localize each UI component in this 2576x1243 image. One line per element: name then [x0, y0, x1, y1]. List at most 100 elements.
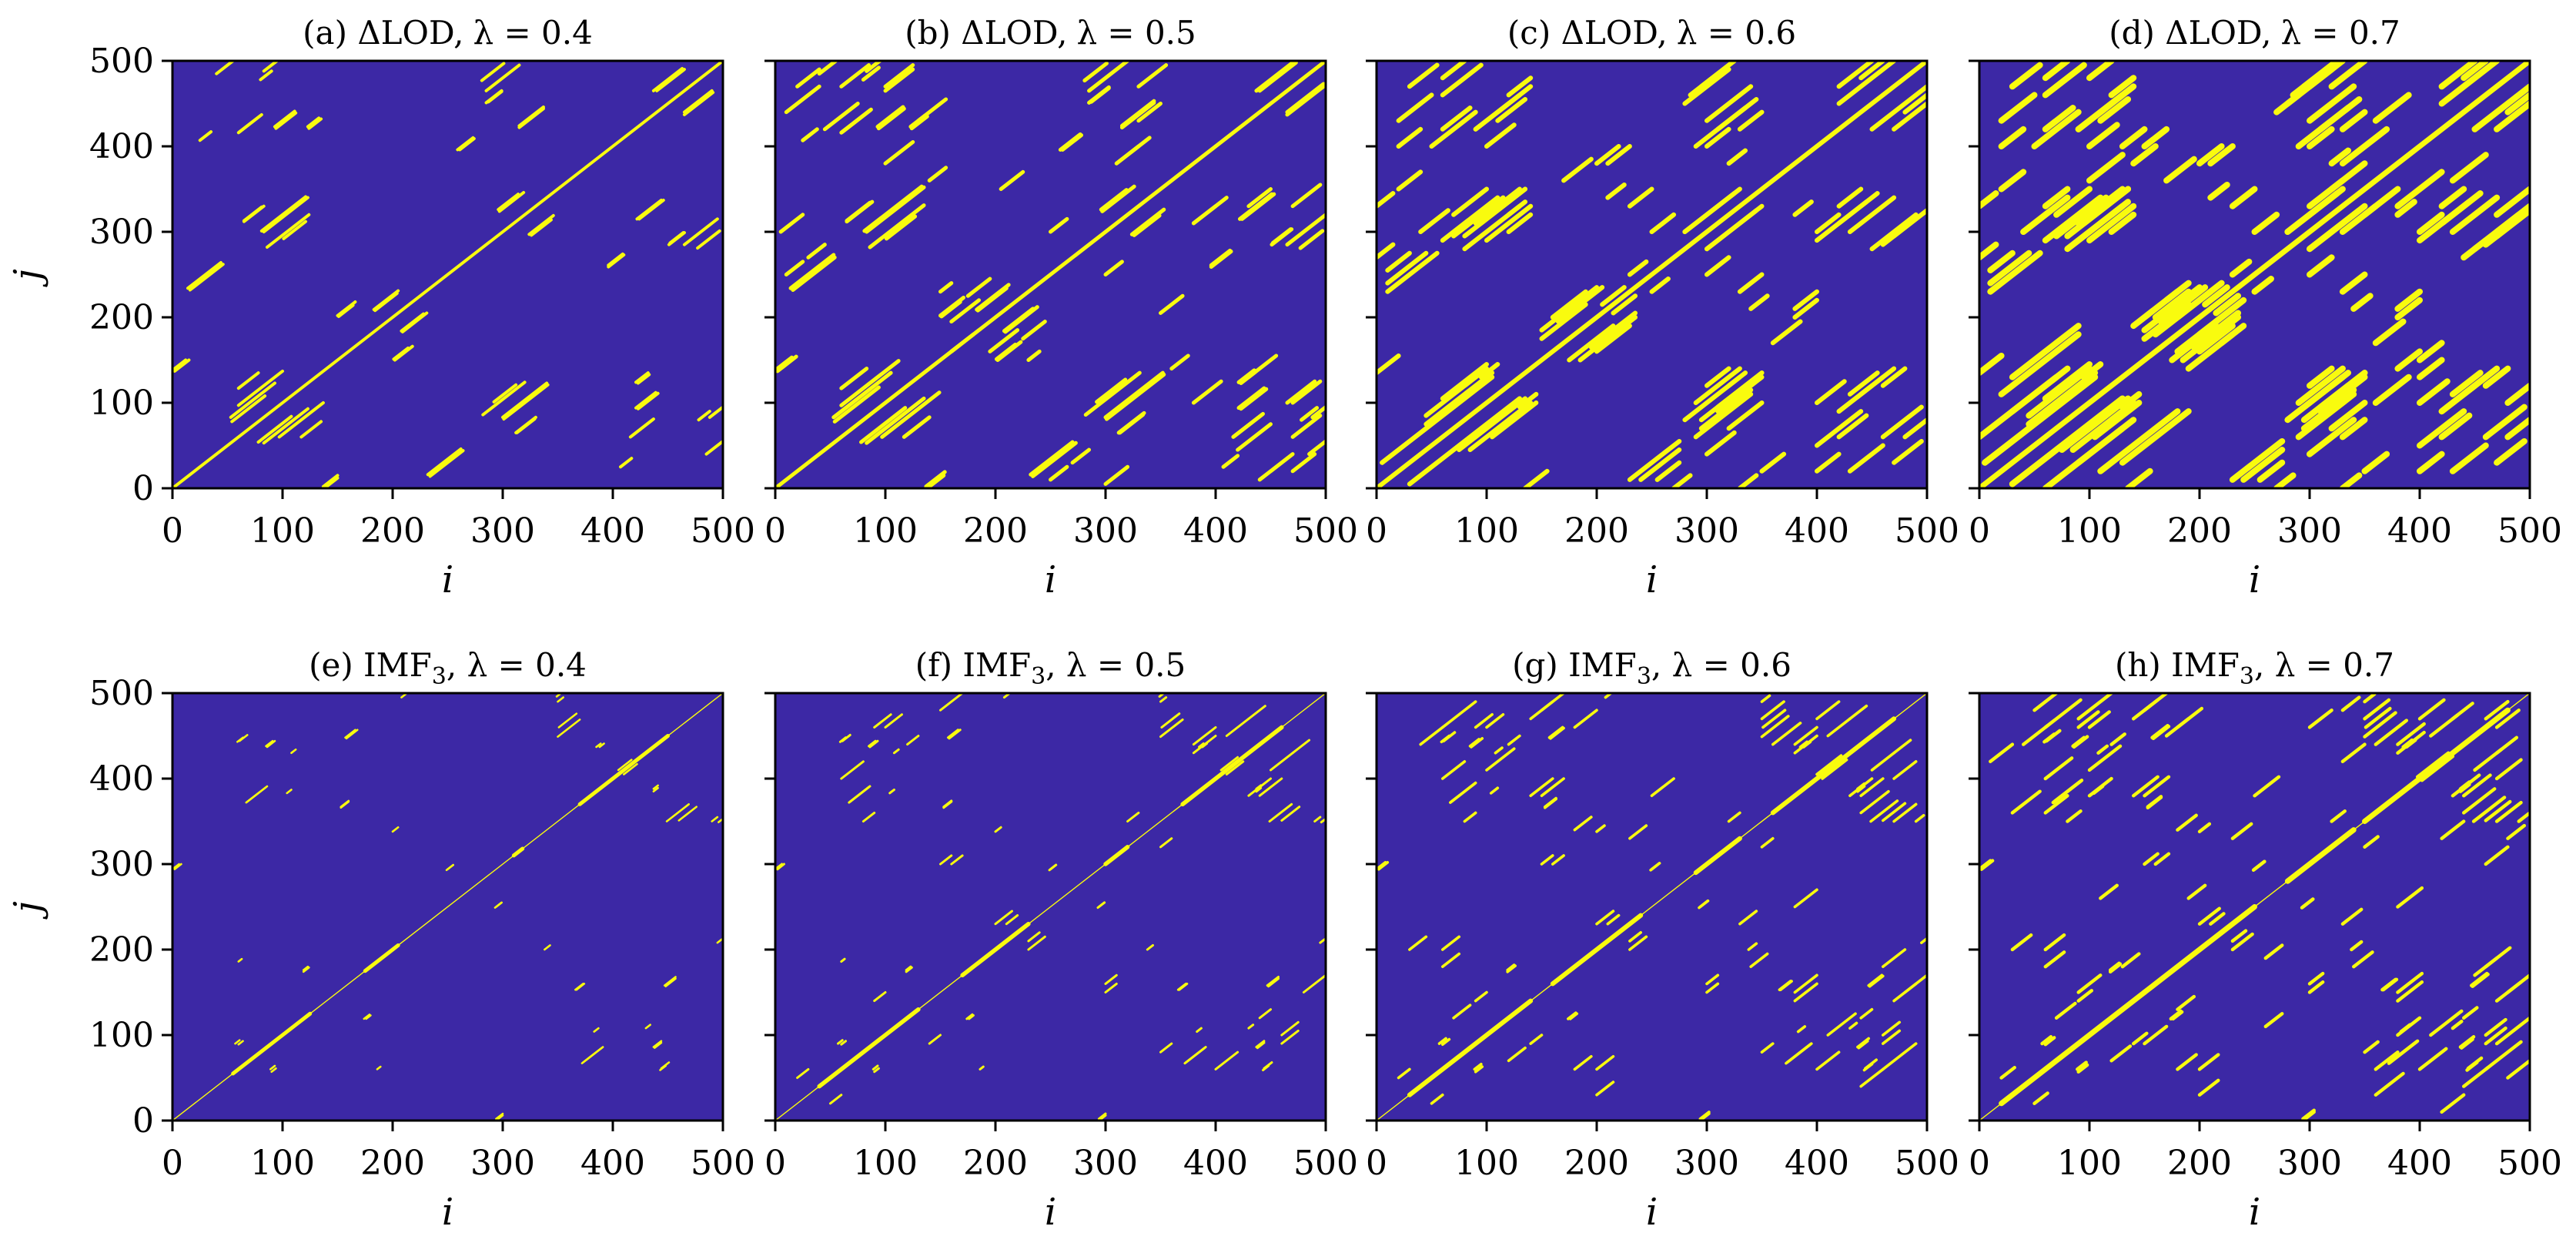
recurrence-segment [2230, 929, 2248, 943]
recurrence-segment [2506, 1059, 2530, 1080]
recurrence-segment [1451, 195, 1506, 239]
recurrence-segment [2460, 1037, 2474, 1050]
recurrence-segment [1726, 370, 1748, 388]
recurrence-segment [1600, 285, 1627, 307]
recurrence-segment [2363, 693, 2377, 704]
recurrence-segment [1785, 1042, 1813, 1064]
recurrence-segment [2086, 61, 2115, 82]
recurrence-segment [1257, 61, 1298, 93]
recurrence-segment [2396, 971, 2424, 994]
recurrence-segment [1103, 260, 1124, 276]
recurrence-segment [2054, 1001, 2077, 1020]
diagonal-thick-segment [1693, 836, 1742, 876]
recurrence-segment [575, 983, 586, 991]
recurrence-segment [1902, 417, 1927, 440]
recurrence-segment [1595, 824, 1606, 833]
recurrence-segment [1221, 454, 1240, 469]
recurrence-segment [2109, 732, 2126, 746]
recurrence-segment [2087, 776, 2113, 798]
recurrence-segment [1268, 802, 1293, 823]
recurrence-segment [2484, 699, 2510, 721]
x-tick-label: 200 [2167, 511, 2232, 551]
recurrence-segment [994, 910, 1013, 926]
recurrence-segment [2417, 199, 2473, 244]
recurrence-segment [593, 1027, 600, 1033]
recurrence-segment [1793, 888, 1818, 909]
recurrence-segment [905, 965, 912, 972]
recurrence-segment [817, 61, 838, 76]
recurrence-segment [1129, 207, 1166, 236]
recurrence-segment [1104, 973, 1118, 985]
recurrence-segment [1715, 370, 1765, 410]
recurrence-segment [1979, 859, 1992, 871]
recurrence-segment [2273, 92, 2302, 116]
recurrence-segment [2076, 1060, 2088, 1071]
recurrence-segment [1457, 396, 1528, 453]
recurrence-segment [1196, 1027, 1203, 1034]
recurrence-segment [1082, 61, 1109, 83]
recurrence-segment [1869, 84, 1927, 132]
recurrence-segment [1302, 973, 1326, 993]
recurrence-segment [372, 289, 400, 312]
title-subscript: 3 [1637, 663, 1651, 690]
recurrence-segment [652, 784, 659, 790]
plot-frame [1375, 59, 1929, 490]
recurrence-segment [1982, 374, 2099, 466]
recurrence-segment [1440, 61, 1467, 81]
recurrence-segment [1285, 83, 1326, 117]
recurrence-segment [230, 394, 267, 424]
recurrence-segment [2340, 695, 2361, 712]
recurrence-segment [968, 1013, 975, 1020]
recurrence-segment [242, 205, 263, 223]
recurrence-segment [1792, 297, 1819, 320]
recurrence-segment [1261, 1064, 1270, 1072]
x-tick-label: 500 [1895, 1144, 1959, 1183]
recurrence-segment [2417, 451, 2445, 474]
recurrence-segment [2374, 1071, 2405, 1097]
recurrence-segment [1549, 726, 1565, 740]
plot-frame [1375, 692, 1929, 1122]
x-axis-label: i [1045, 558, 1056, 601]
recurrence-segment [975, 283, 1011, 312]
recurrence-segment [2086, 203, 2137, 244]
recurrence-segment [517, 107, 545, 129]
recurrence-segment [1836, 61, 1875, 89]
recurrence-segment [2470, 971, 2489, 987]
recurrence-segment [1423, 370, 1495, 427]
recurrence-segment [906, 735, 920, 746]
recurrence-segment [1749, 952, 1769, 968]
recurrence-segment [924, 470, 947, 488]
recurrence-segment [1255, 786, 1263, 793]
recurrence-segment [2494, 735, 2519, 755]
recurrence-segment [1270, 227, 1293, 245]
recurrence-segment [1298, 229, 1325, 250]
recurrence-segment [861, 65, 881, 82]
recurrence-marks [1979, 693, 2530, 1121]
recurrence-segment [2494, 437, 2527, 466]
recurrence-segment [949, 298, 982, 324]
recurrence-segment [307, 117, 323, 130]
recurrence-segment [1290, 452, 1317, 474]
recurrence-segment [2484, 845, 2510, 866]
recurrence-segment [2361, 451, 2390, 474]
recurrence-segment [1478, 186, 1528, 226]
recurrence-segment [2218, 323, 2247, 347]
recurrence-segment [2504, 382, 2530, 406]
recurrence-segment [1821, 758, 1848, 780]
recurrence-segment [1747, 942, 1758, 951]
recurrence-segment [682, 217, 719, 246]
recurrence-segment [909, 114, 929, 131]
recurrence-segment [481, 380, 527, 417]
recurrence-segment [237, 957, 243, 963]
recurrence-segment [2471, 796, 2507, 823]
recurrence-segment [1760, 700, 1785, 721]
recurrence-segment [2196, 323, 2236, 355]
recurrence-segment [1418, 208, 1450, 234]
recurrence-segment [875, 105, 905, 129]
diagonal-thick-segment [1180, 725, 1284, 807]
recurrence-segment [1792, 199, 1814, 217]
x-tick-label: 500 [1895, 511, 1959, 551]
recurrence-segment [2213, 293, 2242, 317]
title-subscript: 3 [1031, 663, 1045, 690]
recurrence-segment [1191, 379, 1223, 405]
